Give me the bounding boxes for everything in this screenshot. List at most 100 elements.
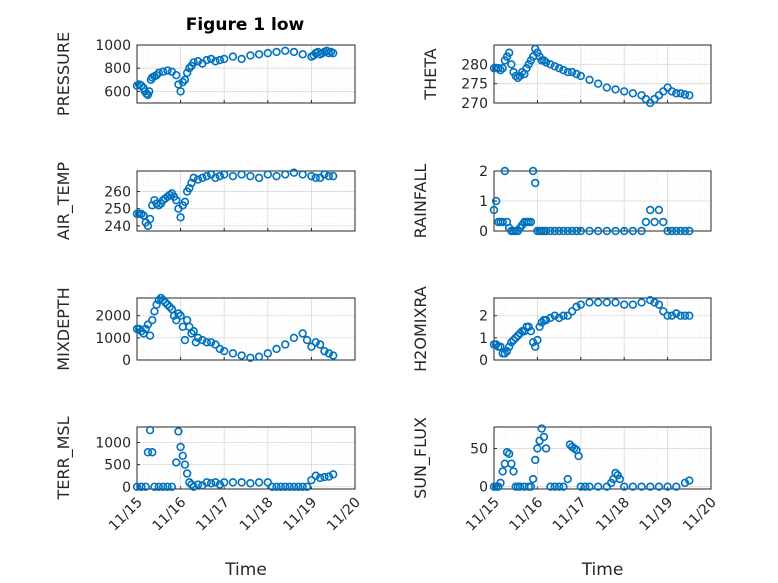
data-point bbox=[143, 320, 153, 329]
x-tick-label: 11/18 bbox=[593, 495, 633, 535]
data-point bbox=[143, 448, 153, 457]
data-point bbox=[628, 226, 638, 236]
data-point bbox=[161, 298, 170, 307]
data-point bbox=[646, 205, 655, 215]
data-point bbox=[650, 217, 659, 227]
data-point bbox=[263, 478, 272, 487]
y-tick-label: 1000 bbox=[95, 38, 131, 54]
data-point bbox=[496, 478, 505, 488]
data-point bbox=[496, 65, 505, 75]
data-point bbox=[189, 173, 198, 183]
subplot-h2omixra: 0 1 2 H2OMIXRA bbox=[411, 286, 712, 372]
data-point bbox=[533, 444, 542, 453]
data-point bbox=[504, 342, 514, 351]
data-point bbox=[189, 327, 198, 336]
axes-box bbox=[493, 44, 712, 104]
data-point bbox=[172, 70, 181, 80]
data-point bbox=[176, 87, 185, 96]
data-point bbox=[676, 89, 685, 98]
y-axis-label: THETA bbox=[421, 48, 440, 100]
data-point bbox=[641, 217, 651, 227]
y-tick-label: 0 bbox=[122, 480, 131, 496]
data-point bbox=[158, 67, 168, 76]
data-point bbox=[559, 226, 568, 236]
data-point bbox=[215, 344, 225, 354]
data-point bbox=[228, 171, 238, 181]
data-point bbox=[654, 482, 664, 491]
data-point bbox=[289, 47, 299, 57]
data-point bbox=[302, 335, 312, 345]
data-point bbox=[272, 344, 281, 354]
data-point bbox=[137, 327, 146, 336]
data-point bbox=[281, 46, 290, 55]
x-tick-label: 11/15 bbox=[463, 495, 503, 535]
data-point bbox=[215, 480, 225, 489]
y-axis-label: AIR_TEMP bbox=[54, 162, 74, 240]
y-tick-label: 1000 bbox=[95, 331, 131, 347]
data-point bbox=[672, 309, 681, 318]
data-point bbox=[515, 329, 525, 338]
data-point bbox=[152, 300, 161, 309]
data-point bbox=[672, 482, 681, 491]
y-tick-label: 1 bbox=[479, 194, 488, 210]
data-point bbox=[193, 333, 203, 343]
data-point bbox=[672, 89, 681, 98]
data-point bbox=[289, 482, 299, 491]
y-tick-label: 0 bbox=[479, 353, 488, 369]
subplot-pressure: 600 800 1000 PRESSURE bbox=[54, 32, 356, 116]
data-point bbox=[567, 67, 577, 77]
data-point bbox=[137, 81, 146, 90]
data-point bbox=[676, 226, 685, 236]
data-point bbox=[637, 298, 646, 307]
data-point bbox=[685, 311, 694, 320]
data-point bbox=[524, 322, 533, 331]
y-tick-label: 260 bbox=[104, 185, 131, 201]
data-point bbox=[172, 195, 181, 205]
data-point bbox=[637, 226, 646, 236]
data-point bbox=[491, 196, 501, 206]
data-point bbox=[211, 173, 220, 183]
data-point bbox=[315, 473, 325, 483]
data-point bbox=[182, 68, 192, 78]
data-point bbox=[685, 91, 694, 100]
data-point bbox=[263, 48, 272, 58]
data-point bbox=[537, 318, 546, 327]
data-point bbox=[685, 476, 694, 485]
data-point bbox=[559, 65, 568, 75]
y-tick-label: 2 bbox=[479, 309, 488, 325]
data-point bbox=[174, 309, 183, 318]
data-point bbox=[167, 482, 177, 491]
data-point bbox=[537, 424, 546, 433]
data-point bbox=[289, 168, 299, 177]
data-point bbox=[628, 482, 638, 491]
data-point bbox=[220, 478, 229, 487]
data-point bbox=[541, 315, 551, 325]
data-point bbox=[324, 349, 334, 358]
data-point bbox=[659, 307, 668, 316]
y-tick-label: 0 bbox=[479, 480, 488, 496]
data-point bbox=[504, 449, 514, 458]
data-point bbox=[498, 63, 507, 73]
data-point bbox=[611, 226, 620, 236]
data-point bbox=[172, 458, 181, 467]
data-point bbox=[615, 474, 625, 484]
data-point bbox=[576, 482, 585, 491]
data-point bbox=[315, 340, 325, 349]
axes-box bbox=[493, 297, 712, 361]
data-point bbox=[659, 217, 668, 227]
data-point bbox=[667, 311, 677, 320]
y-tick-label: 500 bbox=[104, 458, 131, 474]
data-point bbox=[646, 482, 655, 491]
data-point bbox=[294, 482, 303, 491]
data-point bbox=[163, 66, 172, 75]
data-point bbox=[663, 226, 672, 236]
axes-box bbox=[136, 170, 356, 232]
subplot-theta: 270 275 280 THETA bbox=[421, 44, 712, 112]
data-point bbox=[193, 57, 203, 66]
data-point bbox=[272, 47, 281, 57]
y-axis-label: SUN_FLUX bbox=[411, 417, 431, 499]
data-point bbox=[228, 478, 238, 487]
data-point bbox=[152, 70, 161, 80]
data-point bbox=[220, 54, 229, 64]
data-point bbox=[672, 226, 681, 236]
